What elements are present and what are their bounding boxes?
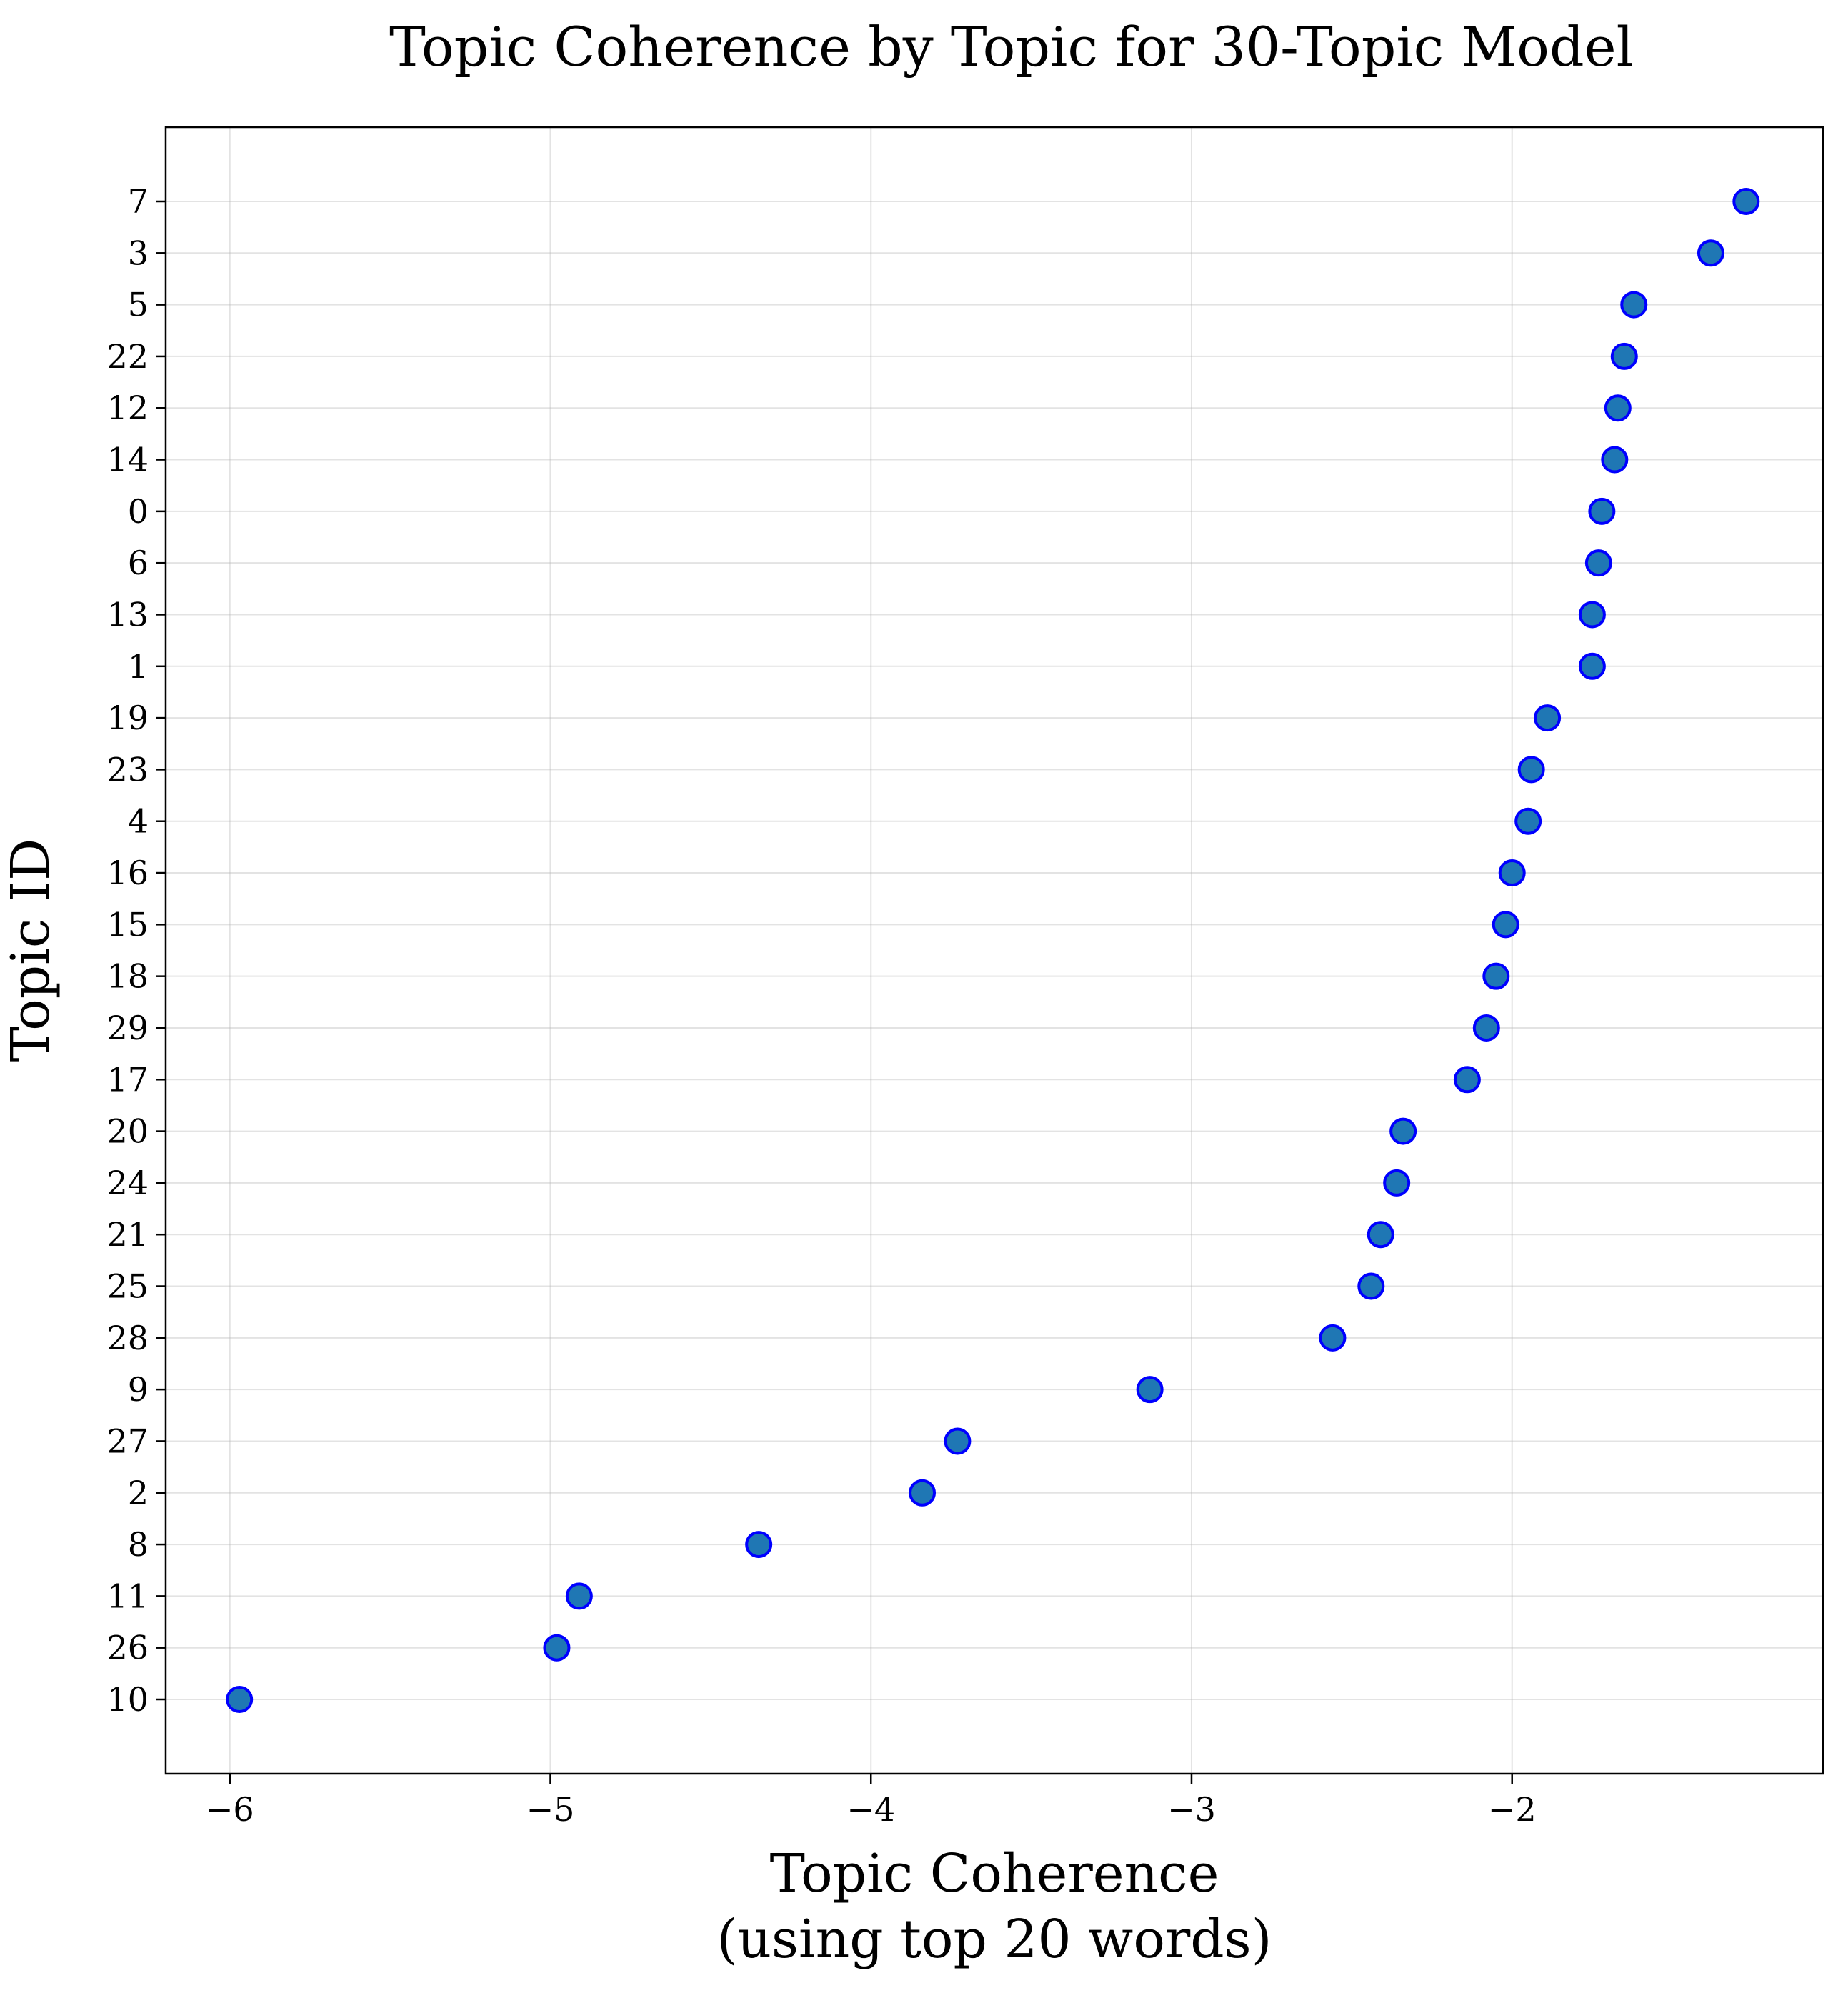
y-tick-label: 16 xyxy=(106,854,149,892)
data-point-topic-22 xyxy=(1610,342,1638,370)
data-point-topic-11 xyxy=(565,1582,593,1610)
y-tick-label: 29 xyxy=(106,1009,149,1047)
y-tick-label: 6 xyxy=(128,544,149,582)
data-point-topic-6 xyxy=(1584,549,1612,577)
data-point-topic-8 xyxy=(745,1531,773,1559)
y-tick-label: 24 xyxy=(106,1164,149,1202)
data-point-topic-5 xyxy=(1620,291,1648,319)
data-point-topic-27 xyxy=(944,1427,972,1455)
y-axis-label: Topic ID xyxy=(0,839,61,1062)
data-point-topic-1 xyxy=(1578,652,1606,680)
y-tick-label: 20 xyxy=(106,1112,149,1151)
data-point-topic-3 xyxy=(1697,239,1724,267)
data-point-topic-26 xyxy=(543,1634,571,1662)
data-point-topic-4 xyxy=(1514,807,1542,835)
y-tick-label: 17 xyxy=(106,1060,149,1099)
data-point-topic-0 xyxy=(1588,497,1616,525)
data-point-topic-2 xyxy=(909,1479,937,1507)
data-point-topic-29 xyxy=(1472,1014,1500,1042)
y-tick-label: 22 xyxy=(106,337,149,376)
data-point-topic-9 xyxy=(1136,1376,1164,1404)
y-tick-label: 10 xyxy=(106,1680,149,1719)
data-point-topic-14 xyxy=(1601,446,1629,474)
data-point-topic-20 xyxy=(1389,1117,1417,1145)
x-tick-label: −3 xyxy=(1167,1790,1216,1829)
y-tick-label: 18 xyxy=(106,957,149,996)
data-point-topic-21 xyxy=(1367,1221,1394,1249)
y-tick-label: 19 xyxy=(106,699,149,737)
x-tick-label: −2 xyxy=(1488,1790,1537,1829)
x-tick-label: −6 xyxy=(206,1790,254,1829)
y-tick-label: 8 xyxy=(128,1525,149,1564)
y-tick-label: 23 xyxy=(106,750,149,789)
x-tick-label: −4 xyxy=(846,1790,895,1829)
grid-lines xyxy=(166,127,1823,1774)
y-tick-label: 21 xyxy=(106,1215,149,1254)
y-tick-label: 14 xyxy=(106,441,149,479)
y-tick-label: 9 xyxy=(128,1370,149,1409)
y-tick-label: 7 xyxy=(128,182,149,221)
y-tick-label: 12 xyxy=(106,389,149,427)
x-axis-label-line-2: (using top 20 words) xyxy=(716,1909,1272,1970)
y-tick-label: 15 xyxy=(106,905,149,944)
data-point-topic-10 xyxy=(226,1686,254,1713)
axis-ticks: −6 −5 −4 −3 −2735221214061311923416151829172… xyxy=(106,182,1536,1829)
data-point-topic-19 xyxy=(1534,704,1562,732)
data-point-topic-16 xyxy=(1498,859,1526,887)
data-point-topic-28 xyxy=(1319,1324,1347,1352)
data-point-topic-17 xyxy=(1453,1066,1481,1094)
data-point-topic-23 xyxy=(1517,756,1545,784)
data-point-topic-15 xyxy=(1492,911,1519,939)
data-point-topic-12 xyxy=(1604,394,1632,422)
y-tick-label: 28 xyxy=(106,1319,149,1357)
y-tick-label: 25 xyxy=(106,1267,149,1306)
plot-frame xyxy=(164,126,1824,1775)
x-tick-label: −5 xyxy=(526,1790,575,1829)
y-tick-label: 4 xyxy=(128,802,149,841)
data-point-topic-24 xyxy=(1383,1169,1411,1197)
y-tick-label: 1 xyxy=(128,647,149,686)
chart-title: Topic Coherence by Topic for 30-Topic Mo… xyxy=(389,15,1634,79)
data-point-topic-25 xyxy=(1357,1272,1385,1300)
x-axis-label-line-1: Topic Coherence xyxy=(770,1843,1219,1904)
y-tick-label: 11 xyxy=(106,1577,149,1615)
y-tick-label: 5 xyxy=(128,286,149,324)
y-tick-label: 13 xyxy=(106,595,149,634)
data-point-topic-7 xyxy=(1732,188,1760,215)
data-point-topic-18 xyxy=(1482,962,1510,990)
data-point-topic-13 xyxy=(1578,601,1606,629)
y-tick-label: 3 xyxy=(128,234,149,272)
y-tick-label: 26 xyxy=(106,1629,149,1667)
y-tick-label: 2 xyxy=(128,1474,149,1512)
data-points xyxy=(226,188,1760,1713)
y-tick-label: 0 xyxy=(128,492,149,531)
y-tick-label: 27 xyxy=(106,1422,149,1460)
